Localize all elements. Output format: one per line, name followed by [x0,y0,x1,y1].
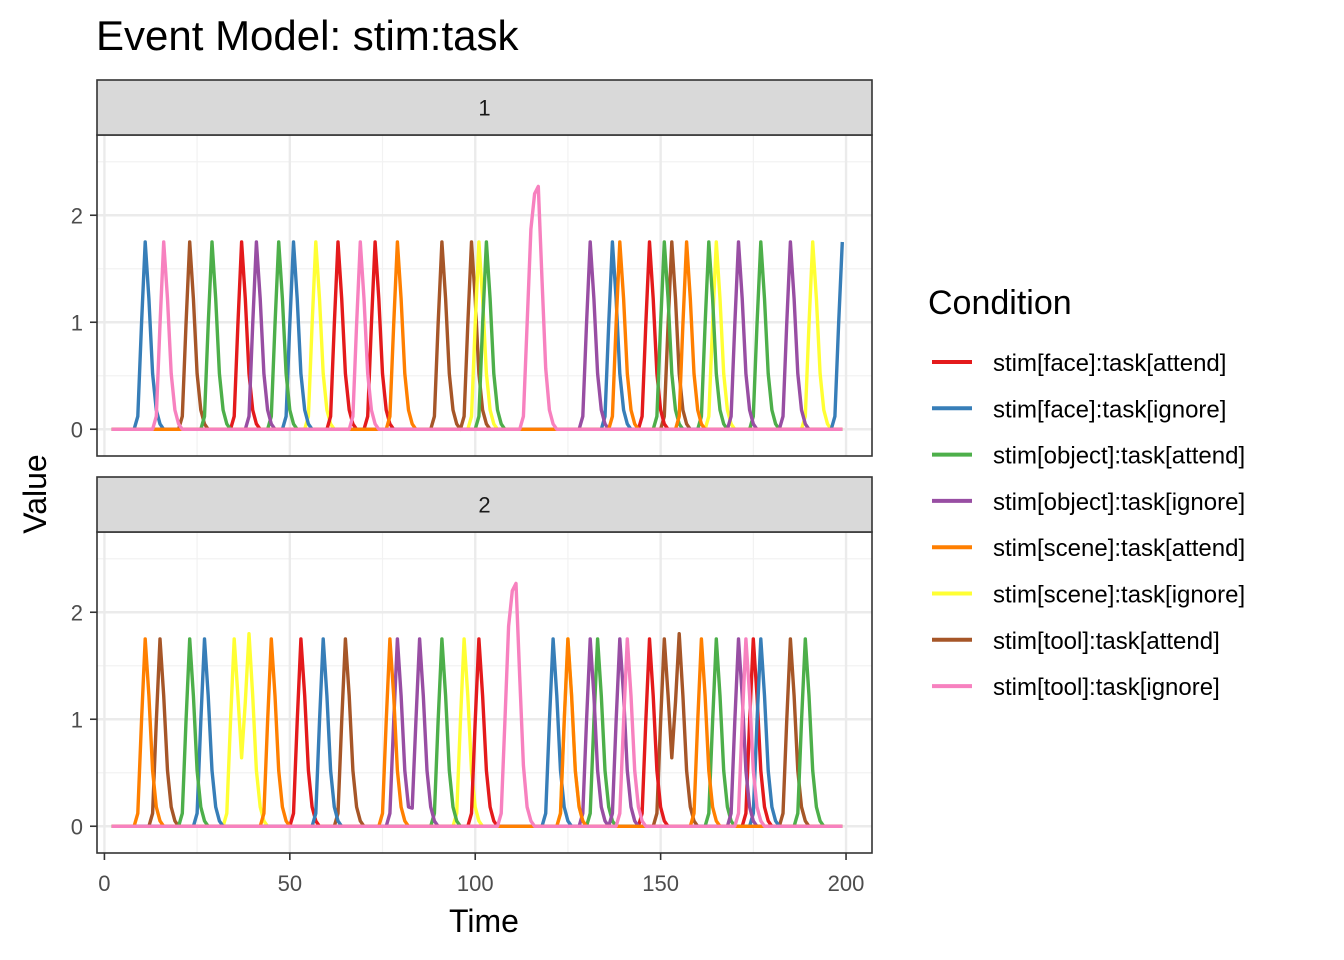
legend-item: stim[tool]:task[ignore] [932,674,1220,701]
legend-item: stim[scene]:task[ignore] [932,582,1245,609]
series-line-7-panel-1 [111,184,843,431]
x-tick-label: 50 [278,871,302,896]
facet-panel-1: 0 1 2 1 [71,79,873,457]
y-tick-label: 1 [71,707,83,732]
legend-label: stim[face]:task[attend] [993,350,1226,377]
y-tick-label: 2 [71,203,83,228]
legend-item: stim[object]:task[attend] [932,443,1245,470]
facet-strip [96,476,873,533]
x-tick-label: 150 [642,871,679,896]
y-tick-label: 0 [71,417,83,442]
legend-item: stim[face]:task[attend] [932,350,1226,377]
chart-title: Event Model: stim:task [96,12,519,59]
x-tick-label: 200 [828,871,865,896]
legend-item: stim[object]:task[ignore] [932,489,1245,516]
facet-panel-2: 0 1 2 2 0 50 100 150 200 [71,476,873,896]
series-line-7-panel-2 [111,581,843,828]
x-tick-label: 0 [98,871,110,896]
facet-panels: 0 1 2 1 0 1 2 2 0 50 100 150 200 [71,79,873,896]
legend-item: stim[scene]:task[attend] [932,535,1245,562]
legend-label: stim[scene]:task[ignore] [993,582,1245,609]
legend: Condition stim[face]:task[attend] stim[fa… [928,284,1245,701]
y-tick-label: 0 [71,814,83,839]
legend-item: stim[face]:task[ignore] [932,396,1226,423]
legend-label: stim[object]:task[ignore] [993,489,1245,516]
facet-strip [96,79,873,136]
legend-label: stim[scene]:task[attend] [993,535,1245,562]
x-axis-title: Time [449,903,519,939]
x-tick-label: 100 [457,871,494,896]
facet-strip-label: 2 [478,493,490,518]
legend-label: stim[face]:task[ignore] [993,396,1226,423]
y-tick-label: 2 [71,600,83,625]
facet-strip-label: 1 [478,96,490,121]
legend-item: stim[tool]:task[attend] [932,628,1220,655]
y-tick-label: 1 [71,310,83,335]
legend-title: Condition [928,284,1072,322]
legend-label: stim[tool]:task[ignore] [993,674,1220,701]
legend-label: stim[object]:task[attend] [993,443,1245,470]
legend-label: stim[tool]:task[attend] [993,628,1220,655]
y-axis-title: Value [17,454,53,533]
